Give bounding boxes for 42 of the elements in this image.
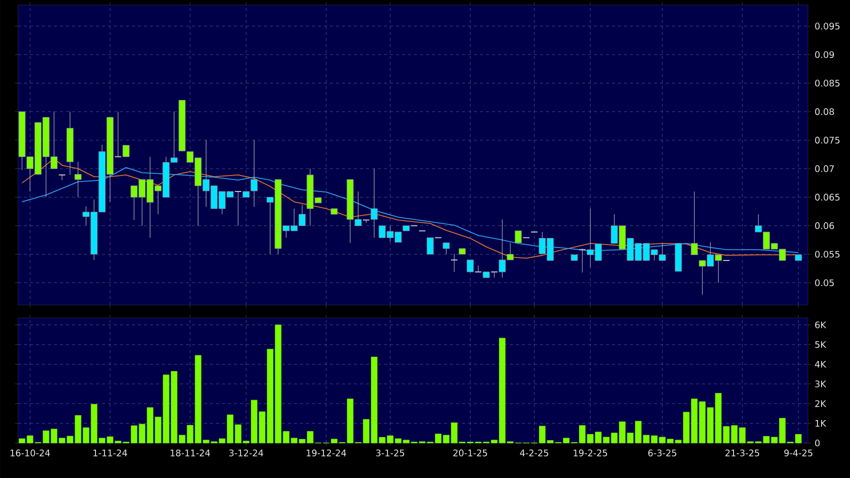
x-tick-label: 21-3-25 [725,450,760,456]
y-tick-label: 0.09 [815,51,834,58]
candlestick [466,260,474,272]
x-tick-label: 19-2-25 [574,450,608,456]
x-tick-label: 6-3-25 [648,450,676,456]
y-tick-label: 3K [815,380,826,388]
x-tick-label: 1-11-24 [93,450,128,456]
candlestick [578,248,586,273]
x-tick-label: 3-1-25 [376,450,404,456]
candlestick [58,174,66,180]
candlestick [514,230,522,244]
y-tick-label: 0.05 [815,279,834,286]
y-tick-label: 1K [816,420,826,427]
y-tick-label: 0.08 [815,108,834,116]
y-tick-label: 4K [814,360,826,368]
y-tick-label: 0.055 [815,250,840,258]
candlestick [442,242,450,255]
x-tick-label: 20-1-25 [453,450,488,456]
candlestick [690,191,698,256]
y-tick-label: 6K [815,321,826,328]
y-tick-label: 0.095 [815,22,840,30]
candlestick [122,145,130,157]
candlestick [74,162,82,198]
candlestick [450,253,458,272]
y-tick-label: 0.065 [815,194,840,201]
x-tick-label: 4-2-25 [520,450,548,456]
candlestick [234,190,242,226]
x-tick-label: 3-12-24 [229,450,264,456]
y-tick-label: 2K [815,400,826,407]
x-tick-label: 16-10-24 [10,450,50,456]
candlestick [114,111,122,158]
x-tick-label: 9-4-25 [784,450,812,456]
x-tick-label: 19-12-24 [306,450,346,456]
y-tick-label: 0 [815,440,820,446]
y-tick-label: 0.075 [815,136,840,144]
x-tick-label: 18-11-24 [170,450,210,456]
candlestick [426,237,434,255]
y-tick-label: 5K [815,341,826,348]
y-tick-label: 0.085 [815,80,840,87]
y-tick-label: 0.07 [815,165,834,172]
candlestick [370,168,378,238]
y-tick-label: 0.06 [815,222,834,230]
